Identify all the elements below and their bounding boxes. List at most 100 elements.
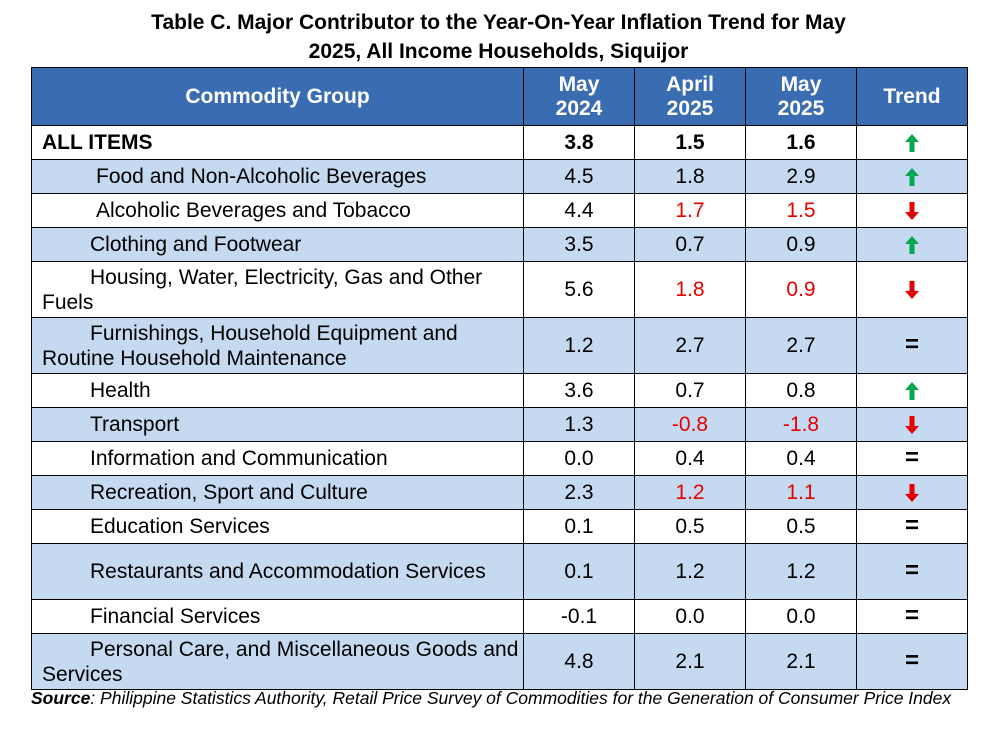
- value-may-2024: 4.5: [523, 159, 635, 194]
- trend-cell: [856, 159, 968, 194]
- trend-cell: [856, 125, 968, 160]
- trend-cell: =: [856, 599, 968, 634]
- value-april-2025: 0.7: [634, 373, 746, 408]
- source-label: Source: [31, 688, 91, 708]
- up-arrow-icon: [905, 133, 919, 152]
- value-may-2024: 2.3: [523, 475, 635, 510]
- value-april-2025: 0.0: [634, 599, 746, 634]
- trend-cell: [856, 227, 968, 262]
- table-row: Clothing and Footwear 3.5 0.7 0.9: [31, 227, 968, 262]
- row-label: ALL ITEMS: [31, 125, 524, 160]
- value-may-2025: 0.9: [745, 227, 857, 262]
- up-arrow-icon: [905, 167, 919, 186]
- value-may-2024: 0.0: [523, 441, 635, 476]
- trend-cell: =: [856, 317, 968, 374]
- table-row: Health 3.6 0.7 0.8: [31, 373, 968, 408]
- row-label: Information and Communication: [31, 441, 524, 476]
- value-may-2025: 2.7: [745, 317, 857, 374]
- trend-cell: [856, 407, 968, 442]
- value-may-2024: 4.8: [523, 633, 635, 690]
- value-may-2024: 5.6: [523, 261, 635, 318]
- value-april-2025: 1.2: [634, 543, 746, 600]
- row-label: Housing, Water, Electricity, Gas and Oth…: [31, 261, 524, 318]
- inflation-table: Commodity Group May 2024 April 2025 May 202…: [31, 67, 968, 690]
- table-row: Transport 1.3 -0.8 -1.8: [31, 407, 968, 442]
- trend-cell: [856, 373, 968, 408]
- table-row: Recreation, Sport and Culture 2.3 1.2 1.…: [31, 475, 968, 510]
- value-april-2025: 1.8: [634, 159, 746, 194]
- header-may-2025: May 2025: [745, 67, 857, 126]
- value-may-2025: 1.5: [745, 193, 857, 228]
- trend-cell: =: [856, 509, 968, 544]
- table-row: Information and Communication 0.0 0.4 0.…: [31, 441, 968, 476]
- value-may-2024: 0.1: [523, 543, 635, 600]
- value-may-2025: 0.8: [745, 373, 857, 408]
- row-label: Recreation, Sport and Culture: [31, 475, 524, 510]
- equal-sign-icon: =: [904, 601, 919, 629]
- trend-cell: [856, 475, 968, 510]
- value-april-2025: 0.7: [634, 227, 746, 262]
- row-label: Personal Care, and Miscellaneous Goods a…: [31, 633, 524, 690]
- table-row: Alcoholic Beverages and Tobacco 4.4 1.7 …: [31, 193, 968, 228]
- row-label: Food and Non-Alcoholic Beverages: [31, 159, 524, 194]
- value-may-2025: 0.5: [745, 509, 857, 544]
- value-april-2025: 2.1: [634, 633, 746, 690]
- row-label: Clothing and Footwear: [31, 227, 524, 262]
- table-row: Furnishings, Household Equipment and Rou…: [31, 317, 968, 374]
- value-may-2024: 3.5: [523, 227, 635, 262]
- equal-sign-icon: =: [904, 330, 919, 358]
- value-april-2025: -0.8: [634, 407, 746, 442]
- value-may-2025: 0.4: [745, 441, 857, 476]
- row-label: Furnishings, Household Equipment and Rou…: [31, 317, 524, 374]
- table-row: Restaurants and Accommodation Services 0…: [31, 543, 968, 600]
- value-april-2025: 0.4: [634, 441, 746, 476]
- value-may-2024: 0.1: [523, 509, 635, 544]
- table-row: Financial Services -0.1 0.0 0.0 =: [31, 599, 968, 634]
- value-april-2025: 0.5: [634, 509, 746, 544]
- value-may-2025: 1.1: [745, 475, 857, 510]
- source-text: : Philippine Statistics Authority, Retai…: [90, 688, 952, 708]
- row-label: Financial Services: [31, 599, 524, 634]
- row-label: Education Services: [31, 509, 524, 544]
- trend-cell: [856, 193, 968, 228]
- row-label: Transport: [31, 407, 524, 442]
- trend-cell: =: [856, 441, 968, 476]
- table-row: Housing, Water, Electricity, Gas and Oth…: [31, 261, 968, 318]
- value-may-2024: 3.6: [523, 373, 635, 408]
- value-may-2025: -1.8: [745, 407, 857, 442]
- table-row: Food and Non-Alcoholic Beverages 4.5 1.8…: [31, 159, 968, 194]
- value-may-2025: 1.6: [745, 125, 857, 160]
- value-may-2024: 1.3: [523, 407, 635, 442]
- value-april-2025: 2.7: [634, 317, 746, 374]
- trend-cell: =: [856, 633, 968, 690]
- header-april-2025: April 2025: [634, 67, 746, 126]
- row-label: Alcoholic Beverages and Tobacco: [31, 193, 524, 228]
- table-title: Table C. Major Contributor to the Year-O…: [0, 8, 997, 66]
- value-may-2025: 0.0: [745, 599, 857, 634]
- down-arrow-icon: [905, 483, 919, 502]
- equal-sign-icon: =: [904, 646, 919, 674]
- up-arrow-icon: [905, 381, 919, 400]
- row-label: Health: [31, 373, 524, 408]
- value-april-2025: 1.5: [634, 125, 746, 160]
- table-row: Personal Care, and Miscellaneous Goods a…: [31, 633, 968, 690]
- title-line-1: Table C. Major Contributor to the Year-O…: [151, 11, 846, 34]
- header-may-2024: May 2024: [523, 67, 635, 126]
- value-april-2025: 1.2: [634, 475, 746, 510]
- header-trend: Trend: [856, 67, 968, 126]
- source-note: Source: Philippine Statistics Authority,…: [31, 687, 971, 710]
- value-april-2025: 1.8: [634, 261, 746, 318]
- value-may-2024: 4.4: [523, 193, 635, 228]
- value-may-2025: 0.9: [745, 261, 857, 318]
- equal-sign-icon: =: [904, 556, 919, 584]
- down-arrow-icon: [905, 415, 919, 434]
- header-row: Commodity Group May 2024 April 2025 May 202…: [31, 67, 968, 126]
- value-april-2025: 1.7: [634, 193, 746, 228]
- value-may-2025: 2.9: [745, 159, 857, 194]
- value-may-2024: 1.2: [523, 317, 635, 374]
- row-label: Restaurants and Accommodation Services: [31, 543, 524, 600]
- value-may-2025: 2.1: [745, 633, 857, 690]
- value-may-2024: 3.8: [523, 125, 635, 160]
- down-arrow-icon: [905, 201, 919, 220]
- table-row: ALL ITEMS 3.8 1.5 1.6: [31, 125, 968, 160]
